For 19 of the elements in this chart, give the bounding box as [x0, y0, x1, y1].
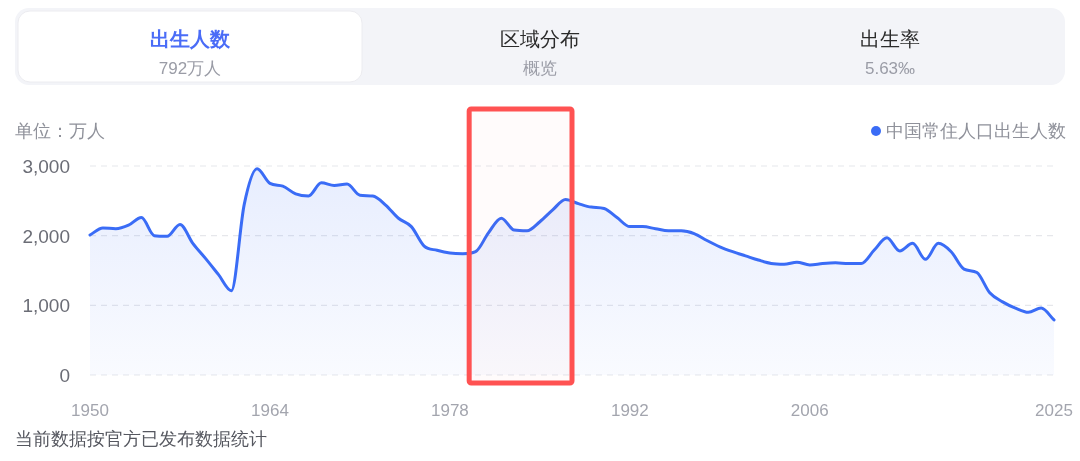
x-tick-label: 1978	[430, 401, 469, 420]
legend-label: 中国常住人口出生人数	[886, 121, 1066, 141]
y-tick-label: 1,000	[22, 295, 70, 317]
y-tick-label: 2,000	[22, 225, 70, 247]
text: 出生人数	[150, 28, 231, 50]
text: 792万人	[158, 59, 222, 78]
x-tick-label: 1964	[251, 401, 289, 420]
x-tick-label: 2006	[790, 401, 829, 420]
x-tick-label: 1950	[71, 401, 109, 420]
x-tick-label: 2025	[1035, 401, 1073, 420]
text: 区域分布	[500, 28, 580, 50]
x-tick-label: 1992	[610, 401, 649, 420]
text: 出生率	[860, 28, 920, 50]
text: 5.63‰	[864, 59, 916, 78]
y-tick-label: 3,000	[22, 156, 70, 177]
y-tick-label: 0	[59, 365, 70, 386]
y-axis-title: 单位：万人	[15, 121, 105, 141]
text: 概览	[523, 59, 557, 78]
text: 当前数据按官方已发布数据统计	[15, 429, 267, 449]
